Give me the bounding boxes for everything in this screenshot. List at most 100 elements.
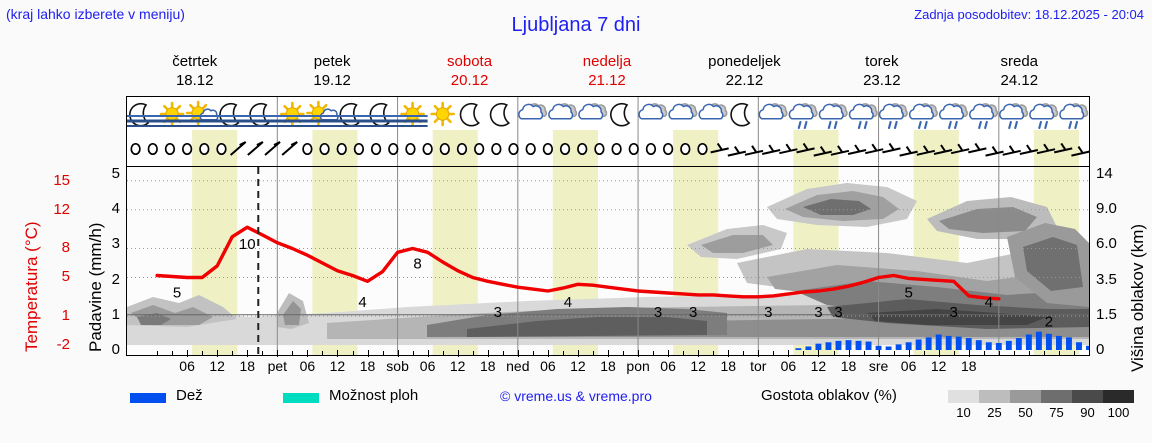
x-minor-tick bbox=[833, 351, 835, 356]
day-date: 23.12 bbox=[863, 72, 901, 89]
temp-tick-5: 5 bbox=[61, 268, 70, 285]
wind-barb bbox=[370, 142, 382, 156]
temp-label: 3 bbox=[834, 304, 842, 321]
x-minor-tick bbox=[202, 351, 204, 356]
icon-band-frame bbox=[126, 96, 1090, 166]
wind-barb bbox=[164, 142, 176, 156]
x-minor-tick bbox=[577, 351, 579, 356]
day-header-6: torek 23.12 bbox=[813, 52, 950, 94]
temp-label: 5 bbox=[173, 284, 181, 301]
wind-barb bbox=[950, 143, 970, 155]
temperature-line bbox=[155, 225, 1001, 301]
temp-label: 3 bbox=[654, 304, 662, 321]
x-label-sob: sob bbox=[386, 358, 409, 374]
rain-bar bbox=[1035, 331, 1042, 350]
wind-barb bbox=[216, 142, 227, 156]
x-label-06: 06 bbox=[900, 358, 917, 374]
wind-barb bbox=[680, 142, 691, 156]
cloud-rain-icon bbox=[999, 103, 1029, 130]
x-minor-tick bbox=[1074, 351, 1075, 356]
rain-bar bbox=[945, 335, 952, 350]
showers-legend-label: Možnost ploh bbox=[329, 387, 419, 404]
wind-barb bbox=[1036, 143, 1056, 155]
cloud-icon bbox=[668, 103, 698, 120]
rain-bar bbox=[995, 342, 1002, 350]
x-minor-tick bbox=[893, 351, 895, 356]
wind-barb bbox=[199, 142, 210, 156]
wind-barb bbox=[1002, 145, 1021, 156]
rain-bar bbox=[805, 346, 812, 350]
wind-barb bbox=[474, 142, 485, 156]
temp-tick-1: 1 bbox=[61, 307, 70, 324]
temp-label: 3 bbox=[494, 304, 502, 321]
cloud-rain-icon bbox=[938, 103, 968, 130]
x-minor-tick bbox=[953, 351, 955, 356]
wind-barb bbox=[985, 146, 1004, 157]
cloud-icon bbox=[518, 103, 548, 120]
wind-barb bbox=[247, 141, 264, 156]
x-minor-tick bbox=[938, 351, 940, 356]
x-minor-tick bbox=[848, 351, 850, 356]
day-header-2: petek 19.12 bbox=[263, 52, 400, 94]
moon-icon bbox=[459, 102, 480, 127]
precip-tick-4: 4 bbox=[111, 200, 120, 217]
wind-barb bbox=[1054, 142, 1073, 154]
day-name: četrtek bbox=[172, 53, 218, 70]
rain-bar bbox=[925, 337, 932, 350]
wind-barb bbox=[916, 145, 936, 156]
cloud-rain-icon bbox=[788, 103, 818, 130]
x-minor-tick bbox=[262, 351, 264, 356]
x-label-12: 12 bbox=[449, 358, 466, 374]
day-date: 19.12 bbox=[313, 72, 351, 89]
wind-barb bbox=[525, 142, 536, 156]
cloud-density-legend-title: Gostota oblakov (%) bbox=[761, 387, 897, 404]
x-minor-tick bbox=[1028, 351, 1030, 356]
temp-label: 3 bbox=[950, 304, 958, 321]
x-label-18: 18 bbox=[359, 358, 376, 374]
sun-icon bbox=[430, 101, 455, 127]
x-label-12: 12 bbox=[690, 358, 706, 374]
cloud-rain-icon bbox=[818, 103, 848, 130]
x-label-18: 18 bbox=[600, 358, 616, 374]
day-date: 22.12 bbox=[725, 72, 764, 89]
day-date: 24.12 bbox=[1000, 72, 1039, 89]
x-minor-tick bbox=[457, 351, 459, 356]
wind-barb bbox=[611, 142, 622, 156]
day-name: sreda bbox=[1000, 53, 1039, 70]
day-name: sobota bbox=[447, 53, 493, 70]
day-date: 20.12 bbox=[450, 72, 489, 89]
day-name: torek bbox=[865, 53, 899, 70]
x-minor-tick bbox=[668, 351, 670, 356]
x-label-tor: tor bbox=[750, 358, 767, 374]
x-minor-tick bbox=[532, 351, 534, 356]
x-label-06: 06 bbox=[179, 358, 195, 374]
x-minor-tick bbox=[608, 351, 609, 356]
wind-barb bbox=[130, 142, 141, 156]
density-swatch-25 bbox=[979, 390, 1010, 403]
density-swatch-75 bbox=[1041, 390, 1072, 403]
wind-barb bbox=[439, 142, 450, 156]
x-label-12: 12 bbox=[329, 358, 346, 374]
day-header-3: sobota 20.12 bbox=[401, 52, 538, 94]
rain-bar bbox=[985, 342, 992, 350]
temp-label: 3 bbox=[814, 304, 822, 321]
day-header-5: ponedeljek 22.12 bbox=[676, 52, 813, 94]
day-header-7: sreda 24.12 bbox=[951, 52, 1088, 94]
x-label-sre: sre bbox=[868, 358, 889, 374]
density-swatch-100 bbox=[1103, 390, 1134, 403]
density-swatch-10 bbox=[948, 390, 979, 403]
x-label-06: 06 bbox=[299, 358, 316, 374]
rain-legend-label: Dež bbox=[176, 387, 203, 404]
wind-barb bbox=[302, 142, 313, 156]
precip-tick-5: 5 bbox=[111, 165, 120, 182]
wind-barb bbox=[319, 142, 330, 156]
x-minor-tick bbox=[337, 351, 339, 356]
density-step-50: 50 bbox=[1018, 405, 1033, 420]
x-minor-tick bbox=[322, 351, 324, 356]
temp-label: 8 bbox=[413, 255, 421, 272]
x-label-12: 12 bbox=[930, 358, 947, 374]
last-updated: Zadnja posodobitev: 18.12.2025 - 20:04 bbox=[914, 7, 1144, 22]
rain-bar bbox=[835, 340, 842, 350]
copyright-notice[interactable]: © vreme.us & vreme.pro bbox=[500, 388, 652, 404]
cloud-density-layer bbox=[127, 183, 1089, 345]
